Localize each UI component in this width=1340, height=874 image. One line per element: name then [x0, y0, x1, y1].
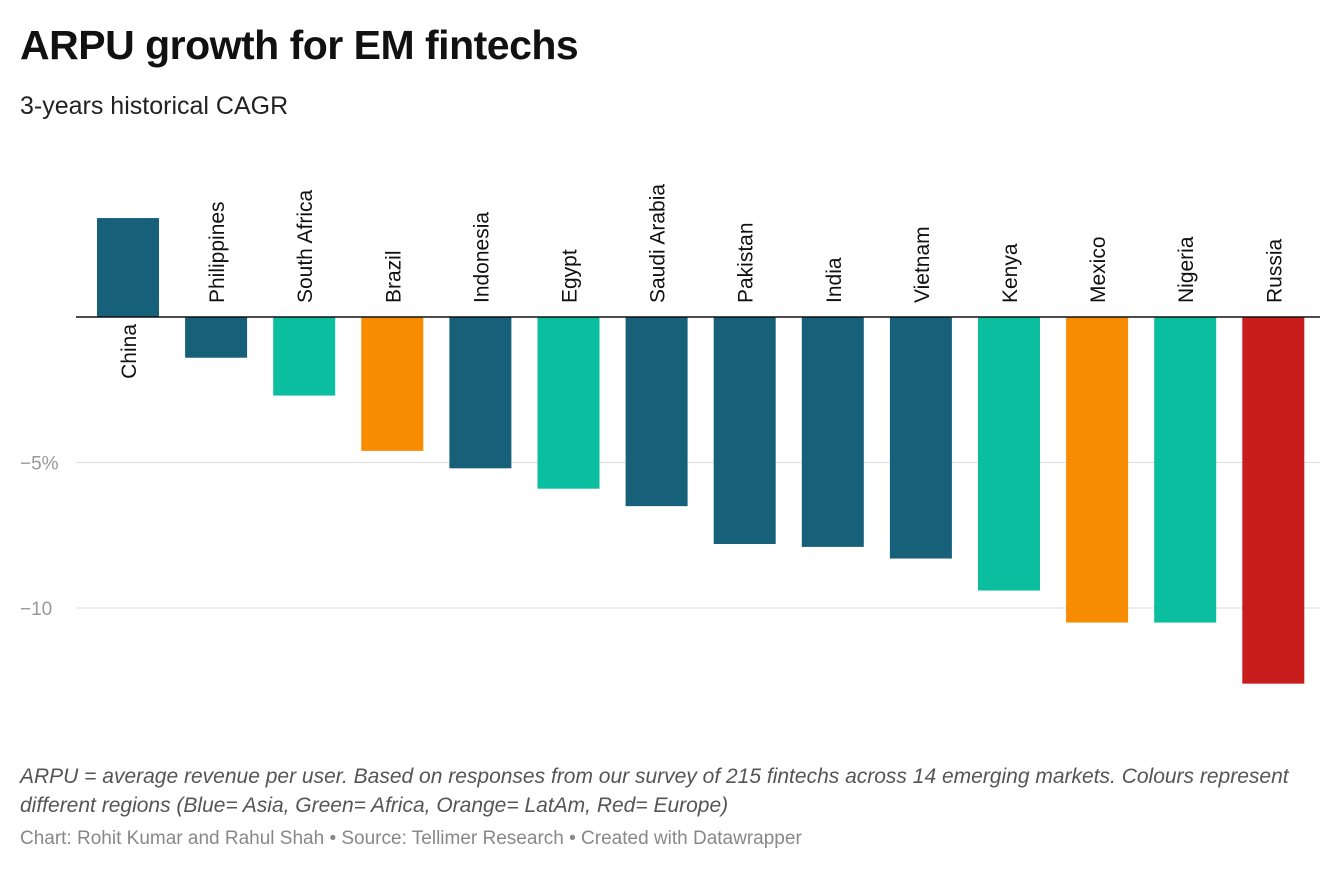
category-label: Pakistan	[735, 222, 758, 303]
chart-title: ARPU growth for EM fintechs	[20, 22, 579, 68]
bar-philippines	[185, 317, 248, 358]
bars	[97, 218, 1305, 684]
y-tick-label: −10	[20, 599, 52, 620]
bar-china	[97, 218, 159, 317]
category-label: Egypt	[559, 249, 582, 303]
bar-saudi-arabia	[625, 317, 688, 507]
bar-russia	[1242, 317, 1305, 684]
bar-south-africa	[273, 317, 336, 396]
category-label: China	[118, 324, 141, 379]
category-label: Philippines	[206, 201, 229, 303]
bar-chart: −5% −10 China Philippines South Africa Brazi…	[20, 184, 1320, 684]
bar-egypt	[537, 317, 600, 489]
category-label: Indonesia	[470, 212, 493, 303]
category-label: South Africa	[294, 189, 317, 303]
bar-nigeria	[1154, 317, 1217, 623]
category-label: Mexico	[1087, 236, 1110, 303]
category-labels: China Philippines South Africa Brazil Indone…	[118, 184, 1286, 379]
category-label: Nigeria	[1175, 236, 1198, 303]
category-label: Saudi Arabia	[647, 184, 670, 303]
category-label: Vietnam	[911, 226, 934, 303]
chart-footer: Chart: Rohit Kumar and Rahul Shah • Sour…	[20, 828, 802, 849]
category-label: India	[823, 257, 846, 303]
category-label: Kenya	[999, 243, 1022, 303]
chart-notes: ARPU = average revenue per user. Based o…	[20, 765, 1289, 817]
category-label: Brazil	[382, 250, 405, 303]
bar-indonesia	[449, 317, 512, 469]
category-label: Russia	[1263, 238, 1286, 303]
bar-pakistan	[713, 317, 776, 544]
bar-brazil	[361, 317, 424, 451]
bar-kenya	[978, 317, 1040, 591]
bar-vietnam	[889, 317, 952, 559]
y-tick-label: −5%	[20, 454, 59, 475]
bar-mexico	[1066, 317, 1129, 623]
bar-india	[801, 317, 864, 547]
chart-subtitle: 3-years historical CAGR	[20, 92, 289, 120]
